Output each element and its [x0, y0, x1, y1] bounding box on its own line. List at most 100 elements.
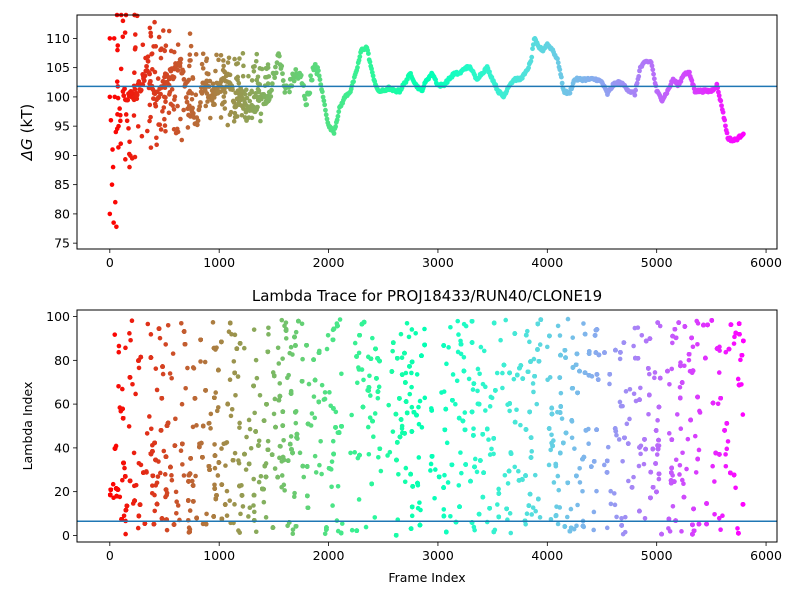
- lambda-point: [186, 525, 192, 530]
- lambda-point: [574, 523, 579, 529]
- lambda-point: [214, 493, 219, 498]
- lambda-point: [670, 333, 675, 339]
- lambda-point: [533, 508, 538, 514]
- lambda-point: [285, 523, 290, 529]
- lambda-point: [735, 526, 740, 531]
- delta-g-point: [320, 94, 326, 100]
- lambda-point: [145, 321, 151, 327]
- lambda-point: [150, 473, 156, 479]
- delta-g-point: [149, 51, 154, 57]
- lambda-point: [551, 438, 556, 443]
- delta-g-point: [529, 54, 535, 60]
- delta-g-point: [197, 104, 203, 109]
- lambda-point: [375, 389, 381, 394]
- delta-g-point: [333, 124, 338, 129]
- lambda-point: [532, 472, 538, 478]
- lambda-point: [186, 498, 191, 503]
- lambda-point: [229, 406, 235, 412]
- delta-g-point: [263, 65, 269, 71]
- lambda-point: [148, 426, 154, 432]
- lambda-point: [193, 473, 198, 479]
- lambda-point: [169, 477, 175, 483]
- lambda-point: [187, 508, 193, 513]
- lambda-point: [678, 363, 683, 369]
- lambda-point: [594, 372, 600, 377]
- lambda-point: [469, 409, 475, 415]
- lambda-point: [330, 337, 336, 343]
- lambda-point: [456, 415, 462, 421]
- lambda-point: [476, 511, 482, 517]
- lambda-point: [203, 521, 209, 527]
- delta-g-point: [123, 157, 128, 162]
- delta-g-point: [369, 66, 374, 72]
- lambda-point: [691, 506, 696, 512]
- lambda-point: [410, 484, 415, 489]
- lambda-point: [247, 505, 253, 511]
- delta-g-point: [716, 93, 722, 99]
- lambda-point: [265, 447, 271, 453]
- lambda-point: [150, 449, 155, 454]
- lambda-point: [417, 500, 422, 505]
- lambda-point: [281, 437, 286, 443]
- delta-g-point: [633, 87, 638, 93]
- lambda-point: [551, 480, 557, 485]
- lambda-point: [718, 527, 723, 532]
- lambda-point: [322, 396, 328, 402]
- delta-g-y-axis-label-symbol: ΔG: [18, 138, 36, 161]
- lambda-point: [654, 452, 660, 457]
- lambda-point: [688, 417, 693, 423]
- lambda-point: [487, 452, 493, 457]
- delta-g-point: [357, 54, 363, 60]
- lambda-point: [669, 366, 675, 372]
- delta-g-point: [210, 81, 216, 87]
- lambda-point: [120, 406, 125, 412]
- lambda-point: [723, 452, 728, 457]
- delta-g-point: [161, 94, 167, 100]
- lambda-point: [144, 431, 150, 436]
- delta-g-point: [225, 60, 231, 65]
- delta-g-point: [567, 90, 573, 96]
- delta-g-point: [179, 137, 185, 143]
- lambda-point: [136, 513, 142, 519]
- delta-g-point: [108, 118, 114, 123]
- lambda-point: [732, 334, 737, 340]
- delta-g-point: [242, 91, 248, 97]
- lambda-point: [655, 443, 660, 448]
- lambda-point: [568, 506, 574, 512]
- lambda-point: [152, 492, 157, 498]
- lambda-point: [669, 470, 674, 475]
- lambda-point: [202, 359, 208, 365]
- delta-g-point: [308, 73, 313, 79]
- lambda-point: [594, 488, 599, 494]
- lambda-point: [478, 344, 484, 350]
- lambda-point: [656, 471, 662, 477]
- lambda-point: [141, 470, 146, 475]
- lambda-point: [450, 372, 456, 377]
- lambda-point: [717, 452, 722, 457]
- lambda-point: [214, 408, 220, 414]
- delta-g-point: [718, 98, 724, 104]
- lambda-point: [666, 516, 672, 522]
- lambda-point: [416, 404, 421, 410]
- lambda-point: [441, 513, 447, 519]
- lambda-point: [672, 479, 677, 484]
- lambda-point: [204, 511, 209, 517]
- lambda-point: [254, 375, 260, 381]
- lambda-point: [716, 370, 722, 375]
- delta-g-point: [193, 52, 199, 57]
- lambda-point: [378, 468, 384, 474]
- delta-g-point: [158, 47, 163, 53]
- delta-g-point: [207, 78, 213, 84]
- lambda-point: [235, 374, 241, 379]
- lambda-point: [198, 337, 203, 343]
- delta-g-point: [218, 115, 224, 120]
- lambda-point: [507, 408, 512, 414]
- lambda-point: [538, 317, 544, 322]
- delta-g-point: [250, 64, 256, 70]
- lambda-point: [574, 351, 580, 357]
- lambda-point: [360, 404, 366, 410]
- lambda-point: [335, 483, 341, 489]
- delta-g-point: [187, 113, 193, 119]
- lambda-point: [581, 321, 586, 326]
- delta-g-point: [120, 18, 126, 24]
